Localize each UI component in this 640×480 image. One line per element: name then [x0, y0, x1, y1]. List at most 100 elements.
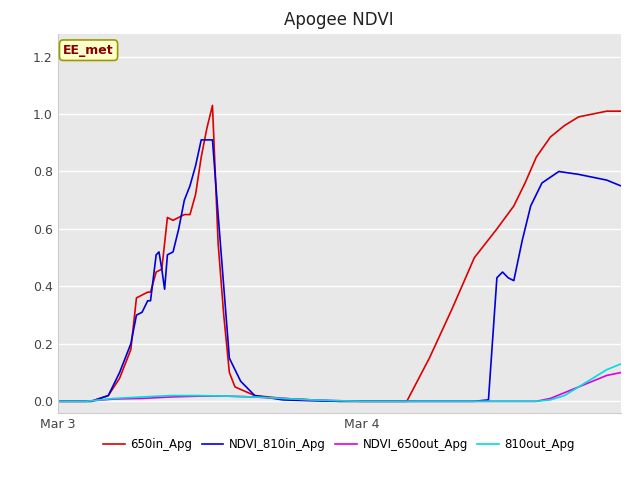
810out_Apg — [195, 393, 202, 398]
810out_Apg — [279, 396, 287, 401]
810out_Apg — [532, 398, 540, 404]
650in_Apg — [138, 292, 146, 298]
650in_Apg — [88, 398, 95, 404]
Line: 810out_Apg: 810out_Apg — [58, 364, 621, 401]
650in_Apg — [116, 375, 124, 381]
NDVI_650out_Apg — [251, 394, 259, 400]
NDVI_650out_Apg — [335, 398, 343, 404]
NDVI_650out_Apg — [82, 398, 90, 404]
650in_Apg — [231, 384, 239, 390]
650in_Apg — [521, 180, 529, 186]
NDVI_810in_Apg — [426, 398, 433, 404]
650in_Apg — [403, 398, 411, 404]
650in_Apg — [220, 312, 228, 318]
650in_Apg — [175, 215, 182, 220]
NDVI_650out_Apg — [493, 398, 500, 404]
NDVI_650out_Apg — [166, 394, 174, 400]
810out_Apg — [251, 394, 259, 400]
NDVI_650out_Apg — [518, 398, 526, 404]
NDVI_810in_Apg — [197, 137, 205, 143]
650in_Apg — [532, 154, 540, 160]
NDVI_650out_Apg — [532, 398, 540, 404]
650in_Apg — [561, 123, 568, 129]
810out_Apg — [82, 398, 90, 404]
Text: EE_met: EE_met — [63, 44, 114, 57]
650in_Apg — [158, 266, 166, 272]
Line: NDVI_810in_Apg: NDVI_810in_Apg — [58, 140, 621, 401]
650in_Apg — [186, 212, 194, 217]
650in_Apg — [603, 108, 611, 114]
810out_Apg — [589, 375, 596, 381]
810out_Apg — [426, 398, 433, 404]
650in_Apg — [197, 154, 205, 160]
650in_Apg — [54, 398, 61, 404]
650in_Apg — [617, 108, 625, 114]
810out_Apg — [166, 393, 174, 398]
NDVI_650out_Apg — [617, 370, 625, 375]
810out_Apg — [518, 398, 526, 404]
NDVI_810in_Apg — [380, 398, 388, 404]
Line: NDVI_650out_Apg: NDVI_650out_Apg — [58, 372, 621, 401]
NDVI_650out_Apg — [403, 398, 411, 404]
650in_Apg — [104, 393, 112, 398]
650in_Apg — [448, 307, 456, 312]
650in_Apg — [147, 289, 154, 295]
650in_Apg — [225, 370, 233, 375]
810out_Apg — [223, 393, 230, 399]
NDVI_650out_Apg — [575, 384, 582, 390]
NDVI_650out_Apg — [358, 398, 365, 404]
650in_Apg — [547, 134, 554, 140]
Line: 650in_Apg: 650in_Apg — [58, 106, 621, 401]
650in_Apg — [307, 397, 315, 403]
810out_Apg — [617, 361, 625, 367]
NDVI_650out_Apg — [54, 398, 61, 404]
650in_Apg — [214, 240, 222, 246]
810out_Apg — [110, 396, 118, 401]
NDVI_650out_Apg — [470, 398, 478, 404]
NDVI_650out_Apg — [603, 372, 611, 378]
Legend: 650in_Apg, NDVI_810in_Apg, NDVI_650out_Apg, 810out_Apg: 650in_Apg, NDVI_810in_Apg, NDVI_650out_A… — [99, 434, 580, 456]
NDVI_650out_Apg — [279, 396, 287, 401]
650in_Apg — [589, 111, 596, 117]
NDVI_650out_Apg — [380, 398, 388, 404]
810out_Apg — [54, 398, 61, 404]
NDVI_650out_Apg — [589, 378, 596, 384]
650in_Apg — [335, 398, 343, 404]
650in_Apg — [279, 396, 287, 401]
NDVI_650out_Apg — [547, 396, 554, 401]
NDVI_810in_Apg — [225, 355, 233, 361]
810out_Apg — [403, 398, 411, 404]
650in_Apg — [470, 255, 478, 261]
650in_Apg — [575, 114, 582, 120]
650in_Apg — [203, 125, 211, 131]
NDVI_650out_Apg — [307, 397, 315, 403]
650in_Apg — [144, 289, 152, 295]
650in_Apg — [180, 212, 188, 217]
650in_Apg — [127, 347, 134, 352]
810out_Apg — [603, 367, 611, 372]
NDVI_810in_Apg — [617, 183, 625, 189]
NDVI_650out_Apg — [110, 396, 118, 402]
NDVI_650out_Apg — [195, 393, 202, 399]
NDVI_810in_Apg — [116, 370, 124, 375]
650in_Apg — [132, 295, 140, 301]
650in_Apg — [426, 355, 433, 361]
NDVI_810in_Apg — [54, 398, 61, 404]
810out_Apg — [470, 398, 478, 404]
NDVI_810in_Apg — [575, 171, 582, 177]
810out_Apg — [335, 398, 343, 404]
650in_Apg — [152, 269, 160, 275]
810out_Apg — [561, 393, 568, 398]
810out_Apg — [493, 398, 500, 404]
650in_Apg — [169, 217, 177, 223]
650in_Apg — [68, 398, 76, 404]
650in_Apg — [358, 398, 365, 404]
NDVI_650out_Apg — [426, 398, 433, 404]
650in_Apg — [209, 103, 216, 108]
650in_Apg — [164, 215, 172, 220]
NDVI_650out_Apg — [223, 393, 230, 399]
NDVI_650out_Apg — [138, 396, 146, 401]
NDVI_650out_Apg — [561, 390, 568, 396]
650in_Apg — [380, 398, 388, 404]
810out_Apg — [307, 397, 315, 403]
